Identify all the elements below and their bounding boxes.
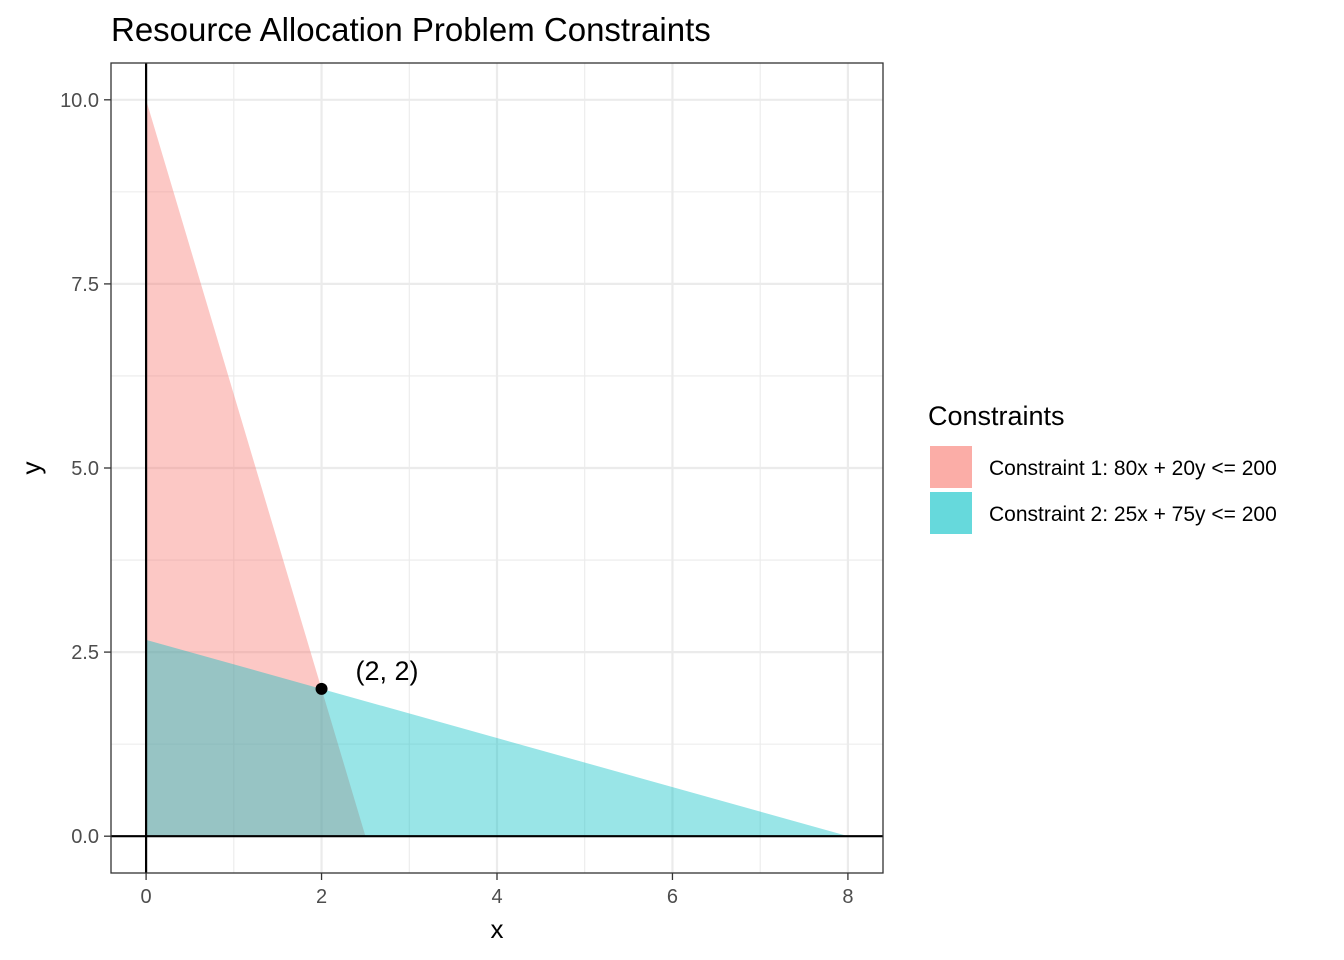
legend-label: Constraint 2: 25x + 75y <= 200: [989, 503, 1277, 526]
legend-key-swatch: [930, 492, 972, 534]
y-axis-ticks: 0.0 2.5 5.0 7.5 10.0: [60, 90, 111, 848]
y-tick-label: 0.0: [71, 826, 99, 848]
y-tick-label: 2.5: [71, 642, 99, 664]
legend: Constraints Constraint 1: 80x + 20y <= 2…: [928, 401, 1277, 534]
intersection-point: [315, 682, 328, 695]
reference-lines: [111, 63, 883, 873]
y-tick-label: 7.5: [71, 274, 99, 296]
constraint-regions: [146, 99, 848, 837]
legend-key-swatch: [930, 446, 972, 488]
constraint-region-2: [146, 639, 848, 837]
legend-label: Constraint 1: 80x + 20y <= 200: [989, 457, 1277, 480]
legend-title: Constraints: [928, 401, 1065, 431]
x-tick-label: 0: [141, 886, 152, 908]
constraint-region-1: [146, 99, 366, 837]
x-tick-label: 2: [316, 886, 327, 908]
chart-title: Resource Allocation Problem Constraints: [111, 11, 711, 48]
intersection-label: (2, 2): [356, 656, 419, 686]
x-tick-label: 4: [491, 886, 502, 908]
x-axis-ticks: 0 2 4 6 8: [141, 873, 853, 908]
x-tick-label: 6: [667, 886, 678, 908]
x-axis-title: x: [491, 914, 504, 944]
y-tick-label: 10.0: [60, 90, 99, 112]
x-tick-label: 8: [842, 886, 853, 908]
y-axis-title: y: [16, 462, 46, 475]
intersection-points: (2, 2): [315, 656, 419, 695]
y-tick-label: 5.0: [71, 458, 99, 480]
